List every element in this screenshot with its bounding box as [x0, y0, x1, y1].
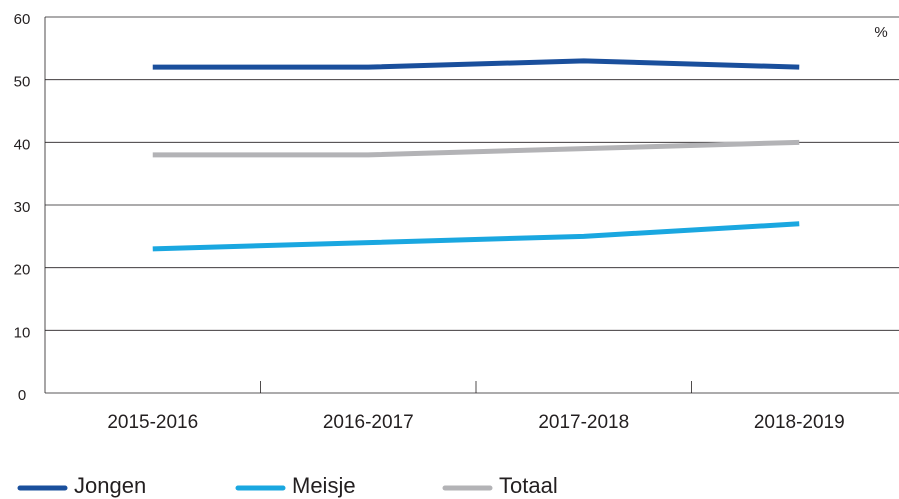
y-tick-label: 60: [14, 11, 31, 28]
legend-label: Totaal: [499, 473, 558, 498]
y-tick-label: 0: [18, 387, 26, 404]
y-tick-label: 10: [14, 324, 31, 341]
x-tick-label: 2016-2017: [323, 412, 414, 433]
x-tick-label: 2018-2019: [754, 412, 845, 433]
y-tick-label: 50: [14, 74, 31, 91]
y-tick-label: 30: [14, 199, 31, 216]
series-line: [152, 139, 800, 158]
legend-label: Jongen: [74, 473, 146, 498]
y-tick-label: 20: [14, 262, 31, 279]
series-line: [152, 58, 800, 70]
x-tick-label: 2015-2016: [107, 412, 198, 433]
unit-label: %: [874, 24, 887, 41]
x-tick-label: 2017-2018: [538, 412, 629, 433]
series-line: [152, 221, 800, 252]
y-tick-label: 40: [14, 136, 31, 153]
legend-label: Meisje: [292, 473, 356, 498]
